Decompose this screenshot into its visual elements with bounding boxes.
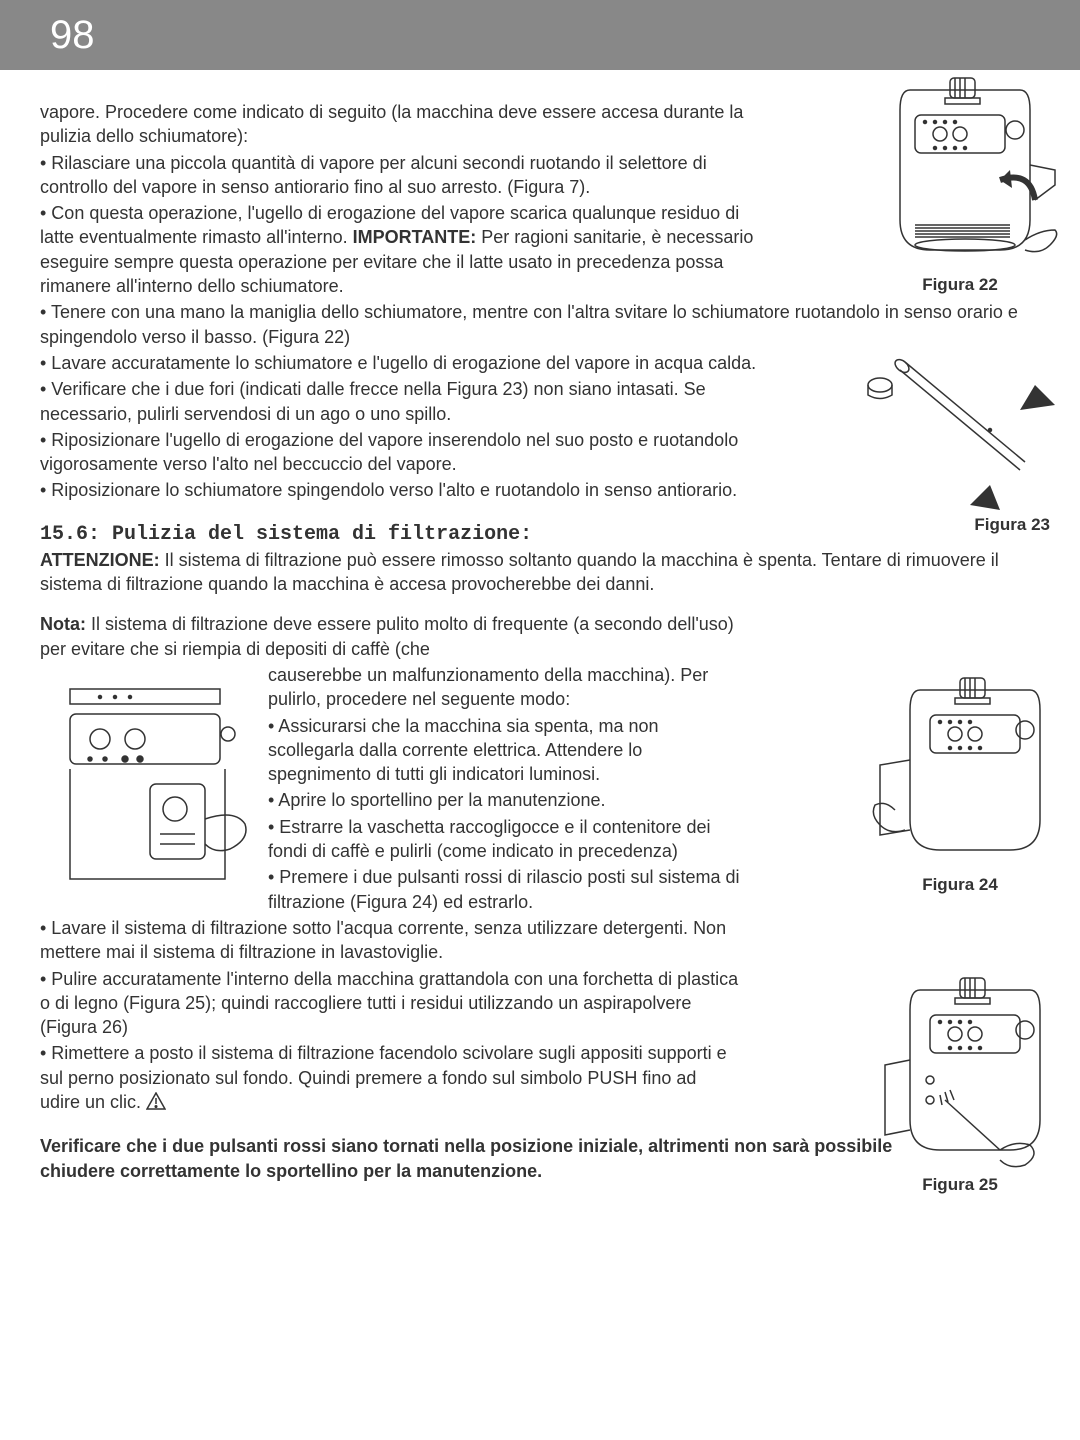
frother-part-icon [860,330,1060,510]
coffee-machine-icon [860,70,1060,270]
p3h-text: • Rimettere a posto il sistema di filtra… [40,1043,727,1112]
importante-label: IMPORTANTE: [353,227,477,247]
figure-inline-left [40,669,250,900]
p1b: • Rilasciare una piccola quantità di vap… [40,151,770,200]
figure-25: Figura 25 [850,970,1070,1197]
p1g: • Riposizionare l'ugello di erogazione d… [40,428,770,477]
figure-25-caption: Figura 25 [850,1174,1070,1197]
figure-22: Figura 22 [850,70,1070,297]
p3a-lead: Nota: Il sistema di filtrazione deve ess… [40,612,740,661]
p1h: • Riposizionare lo schiumatore spingendo… [40,478,770,502]
p1f: • Verificare che i due fori (indicati da… [40,377,770,426]
attenzione-label: ATTENZIONE: [40,550,160,570]
text-block-2: Nota: Il sistema di filtrazione deve ess… [40,612,740,1116]
p1e: • Lavare accuratamente lo schiumatore e … [40,351,770,375]
p3g: • Pulire accuratamente l'interno della m… [40,967,740,1040]
page-number: 98 [50,8,95,62]
p1c: • Con questa operazione, l'ugello di ero… [40,201,770,298]
figure-23-caption: Figura 23 [850,514,1070,537]
p2a-text: Il sistema di filtrazione può essere rim… [40,550,999,594]
p2a: ATTENZIONE: Il sistema di filtrazione pu… [40,548,1040,597]
figure-23: Figura 23 [850,330,1070,537]
figure-24: Figura 24 [850,670,1070,897]
p4: Verificare che i due pulsanti rossi sian… [40,1134,920,1183]
coffee-machine-side-icon [40,669,250,894]
figure-22-caption: Figura 22 [850,274,1070,297]
text-block-1b: • Lavare accuratamente lo schiumatore e … [40,351,770,503]
coffee-machine-open-icon [860,670,1060,870]
warning-icon [146,1092,166,1116]
p3f: • Lavare il sistema di filtrazione sotto… [40,916,740,965]
p1a: vapore. Procedere come indicato di segui… [40,100,770,149]
text-block-1: vapore. Procedere come indicato di segui… [40,100,770,298]
coffee-machine-fork-icon [860,970,1060,1170]
p3h: • Rimettere a posto il sistema di filtra… [40,1041,740,1116]
p3a-text-start: Il sistema di filtrazione deve essere pu… [40,614,734,658]
nota-label: Nota: [40,614,86,634]
wrap-block: causerebbe un malfunzionamento della mac… [40,663,740,916]
page-header: 98 [0,0,1080,70]
figure-24-caption: Figura 24 [850,874,1070,897]
page-content: Figura 22 Figura 23 [0,70,1080,1215]
